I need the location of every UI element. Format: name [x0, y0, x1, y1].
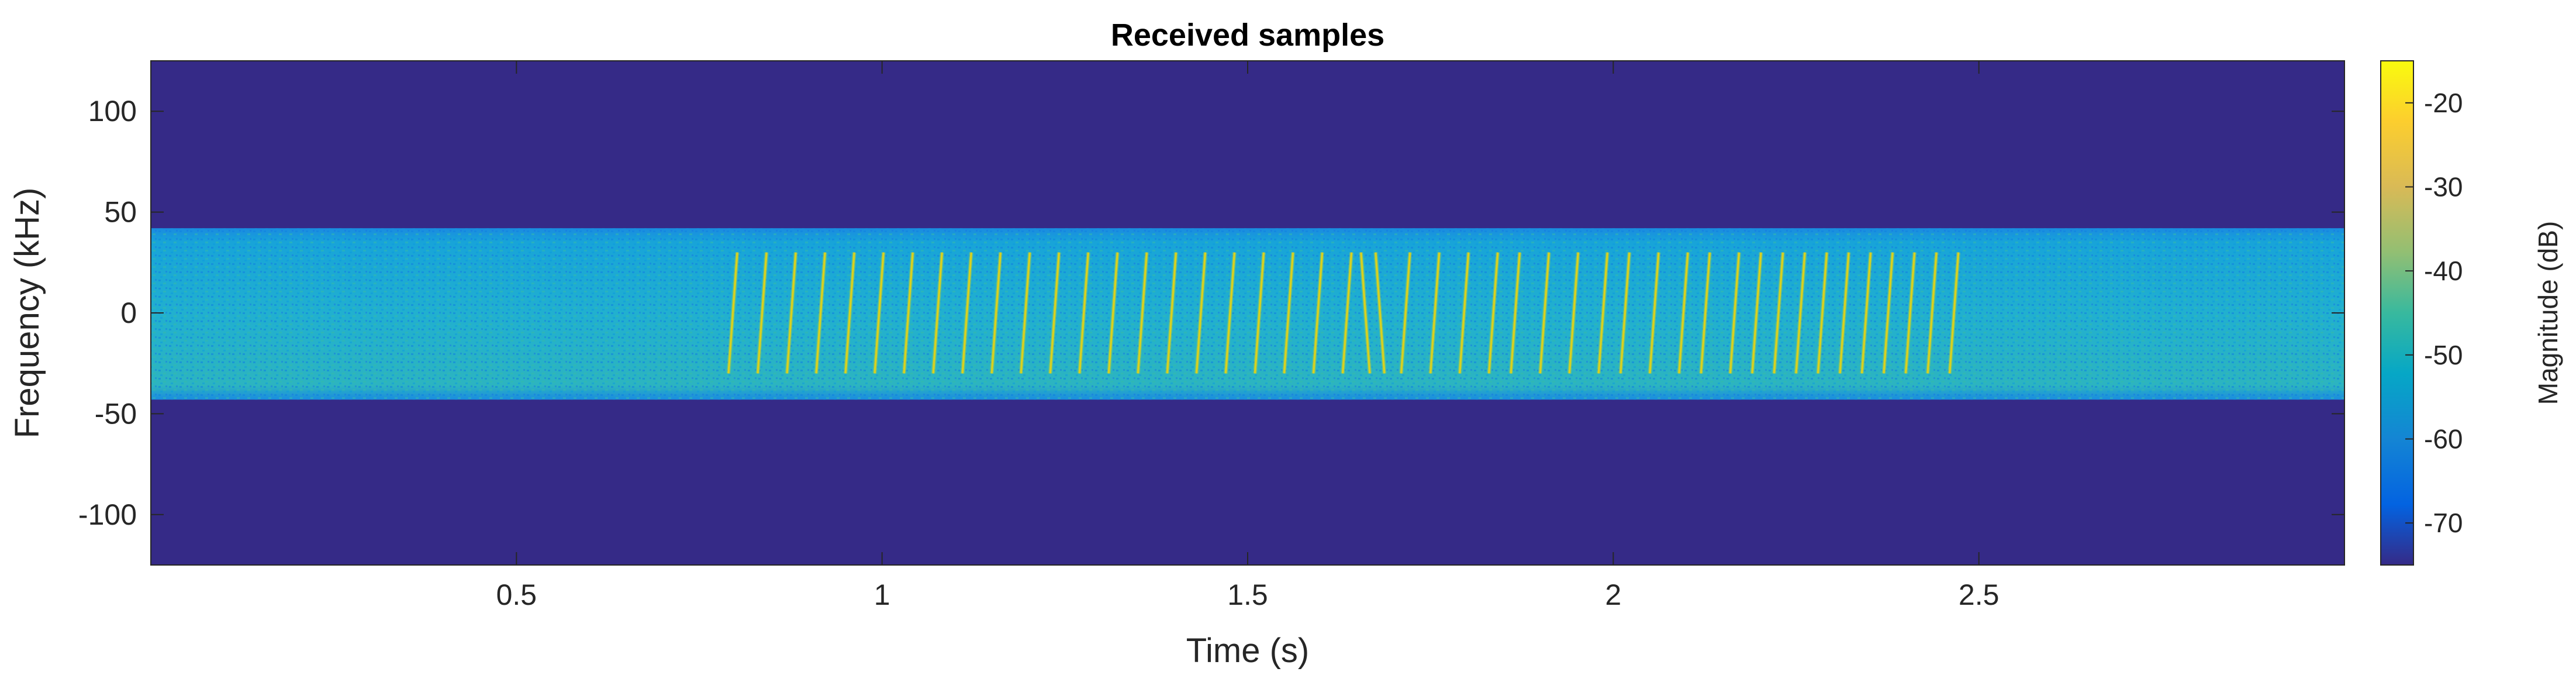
- colorbar-tick-label: -30: [2424, 172, 2463, 202]
- chirp-streak: [1049, 252, 1061, 374]
- chirp-streak: [1283, 252, 1294, 374]
- chirp-streak: [1926, 252, 1938, 374]
- y-axis-label: Frequency (kHz): [8, 188, 46, 439]
- chirp-streak: [1773, 252, 1784, 374]
- chirp-streak: [1487, 252, 1499, 374]
- chirp-streak: [1341, 252, 1353, 374]
- y-tick-label: 50: [104, 196, 137, 229]
- chirp-streak: [1904, 252, 1916, 374]
- chirp-streak: [1224, 252, 1236, 374]
- x-axis: 0.5 1 1.5 2 2.5: [496, 61, 2000, 611]
- chirp-streak: [1795, 252, 1806, 374]
- chirp-streak: [1510, 252, 1521, 374]
- chirp-streak: [961, 252, 972, 374]
- chirp-streak: [873, 252, 885, 374]
- x-axis-label: Time (s): [1186, 632, 1309, 670]
- chirp-streak: [786, 252, 797, 374]
- y-tick-label: 100: [88, 95, 137, 128]
- chirp-streak: [1860, 252, 1872, 374]
- chirp-streak: [1429, 252, 1441, 374]
- y-tick-label: 0: [120, 297, 137, 329]
- chirp-streak: [1078, 252, 1090, 374]
- colorbar-tick-label: -40: [2424, 256, 2463, 286]
- colorbar-label: Magnitude (dB): [2533, 221, 2563, 405]
- chart-title: Received samples: [1111, 18, 1384, 53]
- chirp-streak: [1137, 252, 1148, 374]
- y-tick-label: -100: [78, 498, 137, 531]
- colorbar-scale: [2380, 60, 2414, 566]
- x-tick-label: 2: [1605, 578, 1621, 611]
- chirp-streak: [1883, 252, 1894, 374]
- chirp-streak: [1360, 252, 1371, 374]
- chirp-streak: [903, 252, 914, 374]
- plot-area: [151, 61, 2344, 565]
- chirp-streak: [1107, 252, 1119, 374]
- colorbar-tick-label: -50: [2424, 340, 2463, 370]
- chirp-streak: [1700, 252, 1711, 374]
- chirp-streak: [1195, 252, 1207, 374]
- chirp-streak: [1254, 252, 1265, 374]
- chirp-signal: [726, 252, 1961, 374]
- chirp-streak: [1678, 252, 1689, 374]
- chirp-streak: [1751, 252, 1762, 374]
- chirp-streak: [1458, 252, 1470, 374]
- chirp-streak: [990, 252, 1002, 374]
- chirp-streak: [1620, 252, 1631, 374]
- chirp-streak: [1166, 252, 1177, 374]
- y-axis: 100 50 0 -50 -100: [78, 95, 2344, 531]
- y-tick-label: -50: [95, 397, 137, 430]
- chirp-streak: [1539, 252, 1551, 374]
- colorbar-tick-label: -60: [2424, 424, 2463, 454]
- chirp-streak: [932, 252, 943, 374]
- x-tick-label: 0.5: [496, 578, 537, 611]
- chirp-streak: [1400, 252, 1411, 374]
- chirp-streak: [1839, 252, 1850, 374]
- chirp-streak: [757, 252, 768, 374]
- chirp-streak: [844, 252, 855, 374]
- x-tick-label: 1: [874, 578, 890, 611]
- colorbar-tick-label: -20: [2424, 88, 2463, 118]
- x-tick-label: 1.5: [1227, 578, 1268, 611]
- chirp-streak: [1312, 252, 1324, 374]
- chirp-streak: [1948, 252, 1960, 374]
- x-tick-label: 2.5: [1959, 578, 2000, 611]
- chirp-streak: [1020, 252, 1031, 374]
- chirp-streak: [815, 252, 826, 374]
- chirp-streak: [1597, 252, 1609, 374]
- colorbar-tick-label: -70: [2424, 508, 2463, 538]
- chirp-streak: [1729, 252, 1741, 374]
- chirp-streak: [1375, 252, 1386, 374]
- chirp-streak: [1649, 252, 1660, 374]
- chirp-streak: [1568, 252, 1580, 374]
- chirp-streak: [1817, 252, 1828, 374]
- noise-band-texture: [151, 228, 2344, 400]
- colorbar: -20 -30 -40 -50 -60 -70: [2380, 60, 2463, 566]
- chirp-streak: [727, 252, 738, 374]
